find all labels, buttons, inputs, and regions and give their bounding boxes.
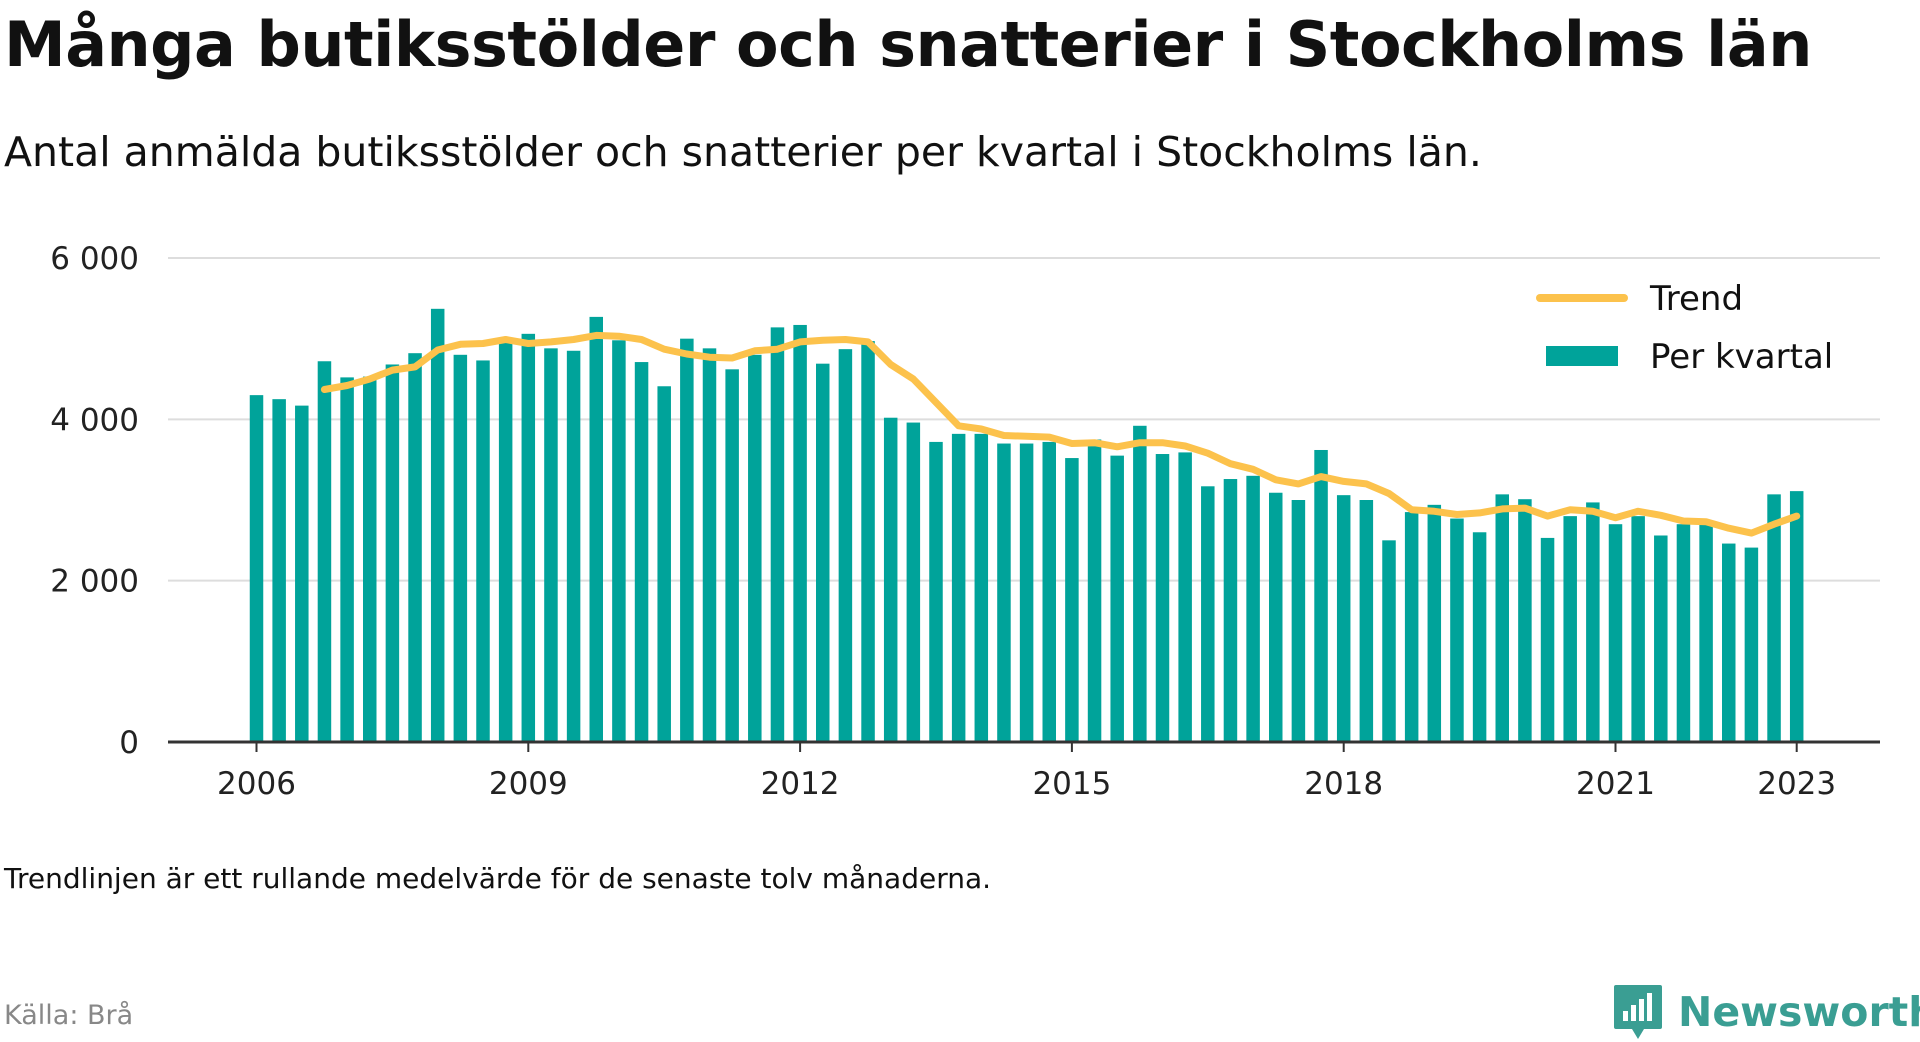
bar: [1744, 547, 1759, 742]
bar: [1042, 441, 1056, 742]
bar: [1699, 524, 1713, 742]
bar-chart: 0 2 000 4 000 6 000 2006 2009 2012 2015 2018 202…: [50, 241, 1880, 802]
bar: [1246, 475, 1260, 742]
bar: [1087, 439, 1102, 742]
bar: [1495, 494, 1509, 742]
bar: [363, 376, 377, 742]
bar: [1654, 535, 1668, 742]
bar: [544, 348, 558, 742]
x-tick-label: 2018: [1304, 766, 1383, 802]
bar: [816, 363, 830, 742]
bar: [929, 441, 943, 742]
bar: [249, 395, 264, 742]
bar: [1133, 425, 1147, 742]
x-tick-label: 2021: [1576, 766, 1655, 802]
bar: [1608, 524, 1623, 742]
y-tick-label: 6 000: [50, 241, 139, 277]
x-tick-label: 2006: [217, 766, 296, 802]
x-tick-label: 2015: [1032, 766, 1111, 802]
bar: [1789, 491, 1804, 742]
bar: [634, 362, 649, 742]
bar: [521, 333, 536, 742]
bar: [1767, 494, 1781, 742]
bar: [1427, 504, 1442, 742]
bar: [1110, 455, 1124, 742]
bar: [566, 350, 581, 742]
bar: [1722, 543, 1736, 742]
bar: [657, 386, 671, 742]
y-tick-label: 2 000: [50, 564, 139, 600]
source-credit: Källa: Brå: [4, 1000, 134, 1031]
bar: [317, 361, 332, 742]
bar: [906, 422, 921, 742]
bar: [1450, 518, 1464, 742]
bars: [249, 308, 1804, 742]
bar: [861, 341, 875, 742]
bar: [1336, 495, 1351, 742]
bar: [748, 354, 762, 742]
bar: [1201, 486, 1215, 742]
bar: [770, 327, 785, 742]
bar: [997, 443, 1011, 742]
bar: [883, 417, 898, 742]
bar: [612, 340, 626, 742]
bar: [1404, 512, 1419, 742]
bar: [1314, 449, 1328, 742]
trend-series-line: [320, 331, 1801, 537]
bar: [793, 324, 807, 742]
legend-bars-label: Per kvartal: [1650, 337, 1833, 377]
chart-note: Trendlinjen är ett rullande medelvärde f…: [4, 862, 992, 895]
bar: [1359, 500, 1374, 742]
bar: [974, 433, 989, 742]
bar: [498, 341, 513, 742]
y-tick-label: 0: [119, 725, 139, 761]
bar: [1676, 524, 1691, 742]
legend-bars-swatch: [1546, 346, 1618, 366]
bar: [340, 377, 354, 742]
bar: [385, 364, 400, 742]
bar: [838, 349, 853, 742]
bar: [430, 308, 445, 742]
bar: [951, 433, 966, 742]
trend-line: [320, 331, 1801, 537]
bar: [295, 405, 309, 742]
x-axis: [168, 740, 1880, 752]
bar: [589, 316, 603, 742]
bar: [1178, 452, 1192, 742]
bar: [1518, 499, 1532, 742]
chart-subtitle: Antal anmälda butiksstölder och snatteri…: [4, 128, 1482, 176]
x-tick-label: 2012: [761, 766, 840, 802]
y-tick-label: 4 000: [50, 402, 139, 438]
bar: [702, 348, 717, 742]
legend-trend-label: Trend: [1649, 279, 1743, 319]
chart-title: Många butiksstölder och snatterier i Sto…: [4, 8, 1812, 81]
bar: [680, 338, 694, 742]
bar: [1019, 443, 1034, 742]
brand-logo: Newsworthy: [1612, 982, 1920, 1042]
bar: [408, 353, 422, 742]
bar: [453, 354, 468, 742]
bar: [1065, 458, 1079, 742]
x-tick-label: 2009: [489, 766, 568, 802]
x-axis-tick-labels: 2006 2009 2012 2015 2018 2021 2023: [217, 766, 1836, 802]
bar: [1269, 492, 1283, 742]
y-axis-tick-labels: 0 2 000 4 000 6 000: [50, 241, 139, 761]
bar: [272, 399, 286, 742]
bar: [1472, 532, 1487, 742]
bar: [1563, 516, 1577, 742]
bar: [1155, 454, 1170, 742]
bar: [725, 369, 739, 742]
bar: [1382, 540, 1396, 742]
x-tick-label: 2023: [1757, 766, 1836, 802]
bar: [1631, 516, 1645, 742]
bar: [1223, 479, 1238, 742]
newsworthy-logo-icon: [1614, 985, 1662, 1039]
bar: [1586, 502, 1600, 742]
bar: [476, 360, 490, 742]
brand-name: Newsworthy: [1678, 988, 1920, 1036]
bar: [1540, 537, 1555, 742]
legend: Trend Per kvartal: [1536, 279, 1833, 377]
bar: [1291, 500, 1306, 742]
